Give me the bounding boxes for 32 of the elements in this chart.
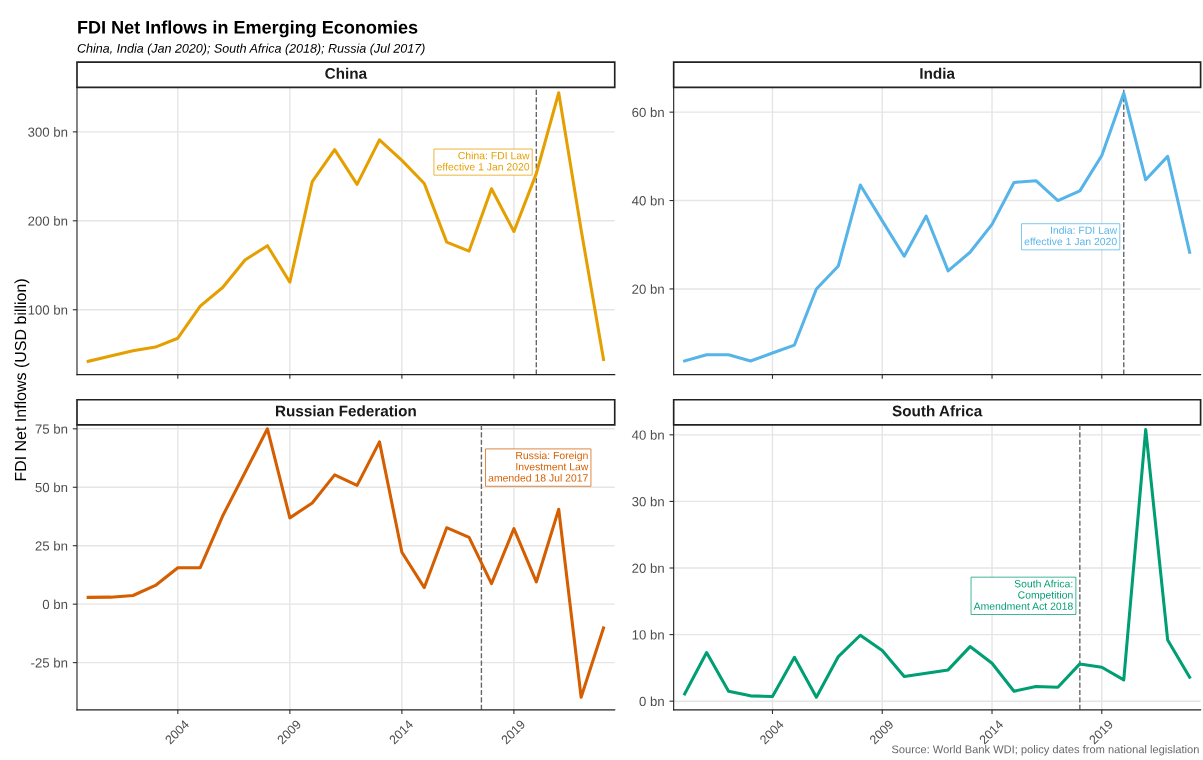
ref-line-label: China: FDI Law effective 1 Jan 2020: [436, 151, 530, 171]
text: China, India (Jan 2020); South Africa (2018); Russia (Jul 2017): [77, 43, 425, 56]
chart-title: Russian Federation: [276, 405, 416, 417]
y-tick-label: 0 bn: [639, 696, 664, 707]
y-tick-label: 200 bn: [28, 216, 68, 226]
line-series: [86, 91, 606, 363]
line-series: [86, 427, 606, 699]
y-tick-label: 50 bn: [35, 482, 68, 493]
y-tick-label: 300 bn: [28, 127, 68, 137]
y-tick-label: 40 bn: [631, 430, 664, 440]
chart-title: South Africa: [892, 405, 983, 417]
y-axis-title: FDI Net Inflows (USD billion): [14, 279, 30, 481]
y-tick-label: 20 bn: [632, 563, 664, 573]
y-tick-label: 25 bn: [35, 540, 68, 551]
line-series: [683, 427, 1192, 699]
ref-line-label: South Africa: Competition Amendment Act 2018: [973, 579, 1073, 610]
y-tick-label: 75 bn: [35, 424, 68, 434]
chart-title: India: [920, 67, 956, 79]
text: FDI Net Inflows in Emerging Economies: [78, 20, 418, 38]
y-tick-label: 100 bn: [28, 304, 68, 315]
y-tick-label: 10 bn: [632, 629, 664, 640]
y-tick-label: 0 bn: [42, 599, 68, 610]
chart-title: China: [325, 67, 368, 79]
line-series: [683, 91, 1192, 363]
y-tick-label: 20 bn: [632, 284, 664, 294]
ref-line-label: Russia: Foreign Investment Law amended 18 Jul 2017: [488, 451, 589, 482]
y-tick-label: 60 bn: [632, 107, 664, 118]
ref-line-label: India: FDI Law effective 1 Jan 2020: [1024, 226, 1118, 246]
y-tick-label: 30 bn: [632, 496, 664, 507]
y-tick-label: 40 bn: [631, 195, 664, 206]
y-tick-label: -25 bn: [31, 657, 68, 668]
source-note: Source: World Bank WDI; policy dates from national legislation: [891, 745, 1199, 756]
